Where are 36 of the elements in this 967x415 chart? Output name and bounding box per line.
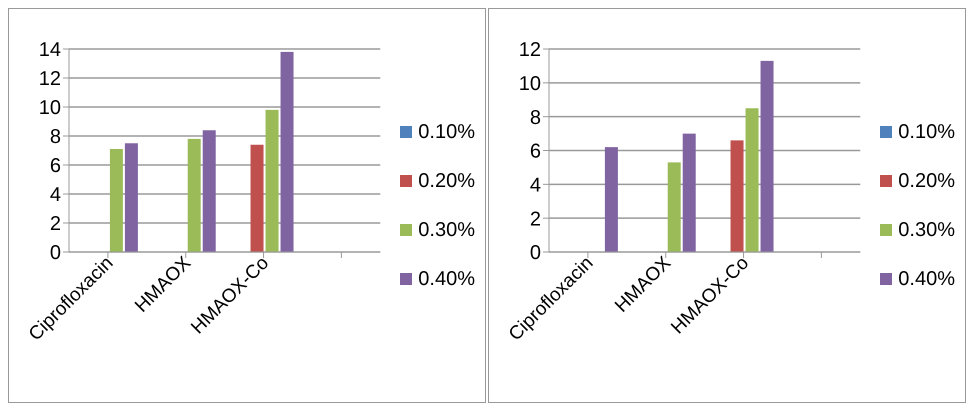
legend-label: 0.40% xyxy=(898,268,955,290)
bar xyxy=(730,140,744,252)
y-tick-label: 0 xyxy=(50,242,61,264)
bar xyxy=(110,149,123,252)
legend-label: 0.10% xyxy=(418,120,475,144)
y-tick-label: 14 xyxy=(38,39,61,62)
y-tick-label: 12 xyxy=(38,68,61,90)
y-tick-label: 2 xyxy=(530,208,541,230)
legend-label: 0.40% xyxy=(418,268,475,290)
y-tick-label: 8 xyxy=(50,126,61,148)
bar xyxy=(668,162,681,252)
legend-label: 0.10% xyxy=(898,120,955,144)
y-tick-label: 8 xyxy=(530,106,541,129)
bar xyxy=(202,130,216,252)
y-tick-label: 4 xyxy=(530,174,541,196)
y-tick-label: 12 xyxy=(518,39,541,62)
bar xyxy=(188,138,201,252)
y-tick-label: 6 xyxy=(530,140,541,163)
legend-label: 0.30% xyxy=(418,218,475,242)
y-tick-label: 2 xyxy=(50,213,61,236)
bar xyxy=(266,110,279,252)
bar xyxy=(682,134,696,252)
legend-label: 0.20% xyxy=(418,170,475,192)
bar xyxy=(250,144,264,252)
y-tick-label: 6 xyxy=(50,155,61,178)
legend-label: 0.30% xyxy=(898,218,955,242)
bar xyxy=(746,108,759,252)
y-tick-label: 0 xyxy=(530,242,541,264)
y-tick-label: 10 xyxy=(38,97,61,120)
bar xyxy=(760,60,774,252)
y-tick-label: 10 xyxy=(518,72,541,95)
bar xyxy=(604,147,618,252)
y-tick-label: 4 xyxy=(50,184,61,206)
legend-label: 0.20% xyxy=(898,170,955,192)
bar xyxy=(124,143,138,252)
bar xyxy=(280,52,294,252)
